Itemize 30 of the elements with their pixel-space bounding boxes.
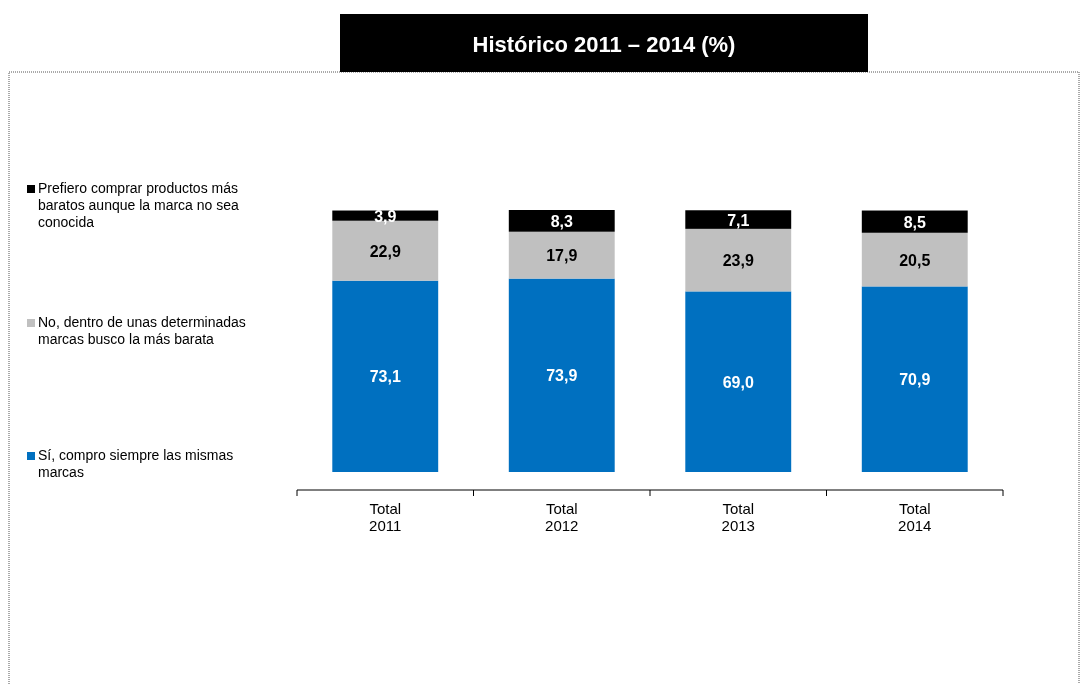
legend-label: Prefiero comprar productos más baratos aunque la marca no sea conocida [38, 180, 240, 230]
data-label: 22,9 [369, 242, 401, 260]
data-label: 8,5 [903, 213, 926, 231]
data-label: 70,9 [899, 371, 931, 389]
x-tick-label: Total 2012 [545, 500, 579, 534]
bar [861, 210, 968, 233]
x-tick-label: Total 2013 [721, 500, 755, 534]
legend-label: No, dentro de unas determinadas marcas busco la más barata [38, 314, 246, 347]
bar [685, 228, 792, 292]
data-label: 23,9 [722, 252, 754, 270]
x-tick-label: Total 2014 [898, 500, 932, 534]
data-label: 17,9 [546, 247, 578, 265]
data-label: 20,5 [899, 251, 931, 269]
data-label: 69,0 [722, 373, 754, 391]
chart-title: Histórico 2011 – 2014 (%) [472, 32, 736, 57]
bar [508, 231, 615, 279]
bar [685, 210, 792, 229]
data-label: 73,1 [369, 368, 401, 386]
bar [508, 278, 615, 472]
bar [508, 210, 615, 232]
data-label: 73,9 [546, 367, 578, 385]
bar [685, 291, 792, 472]
data-label: 7,1 [727, 211, 750, 229]
x-tick-label: Total 2011 [369, 500, 402, 534]
data-label: 3,9 [374, 207, 397, 225]
bar [861, 286, 968, 472]
bar [332, 280, 439, 472]
data-label: 8,3 [550, 212, 573, 230]
legend-label: Sí, compro siempre las mismas marcas [38, 447, 234, 480]
bar [861, 232, 968, 287]
